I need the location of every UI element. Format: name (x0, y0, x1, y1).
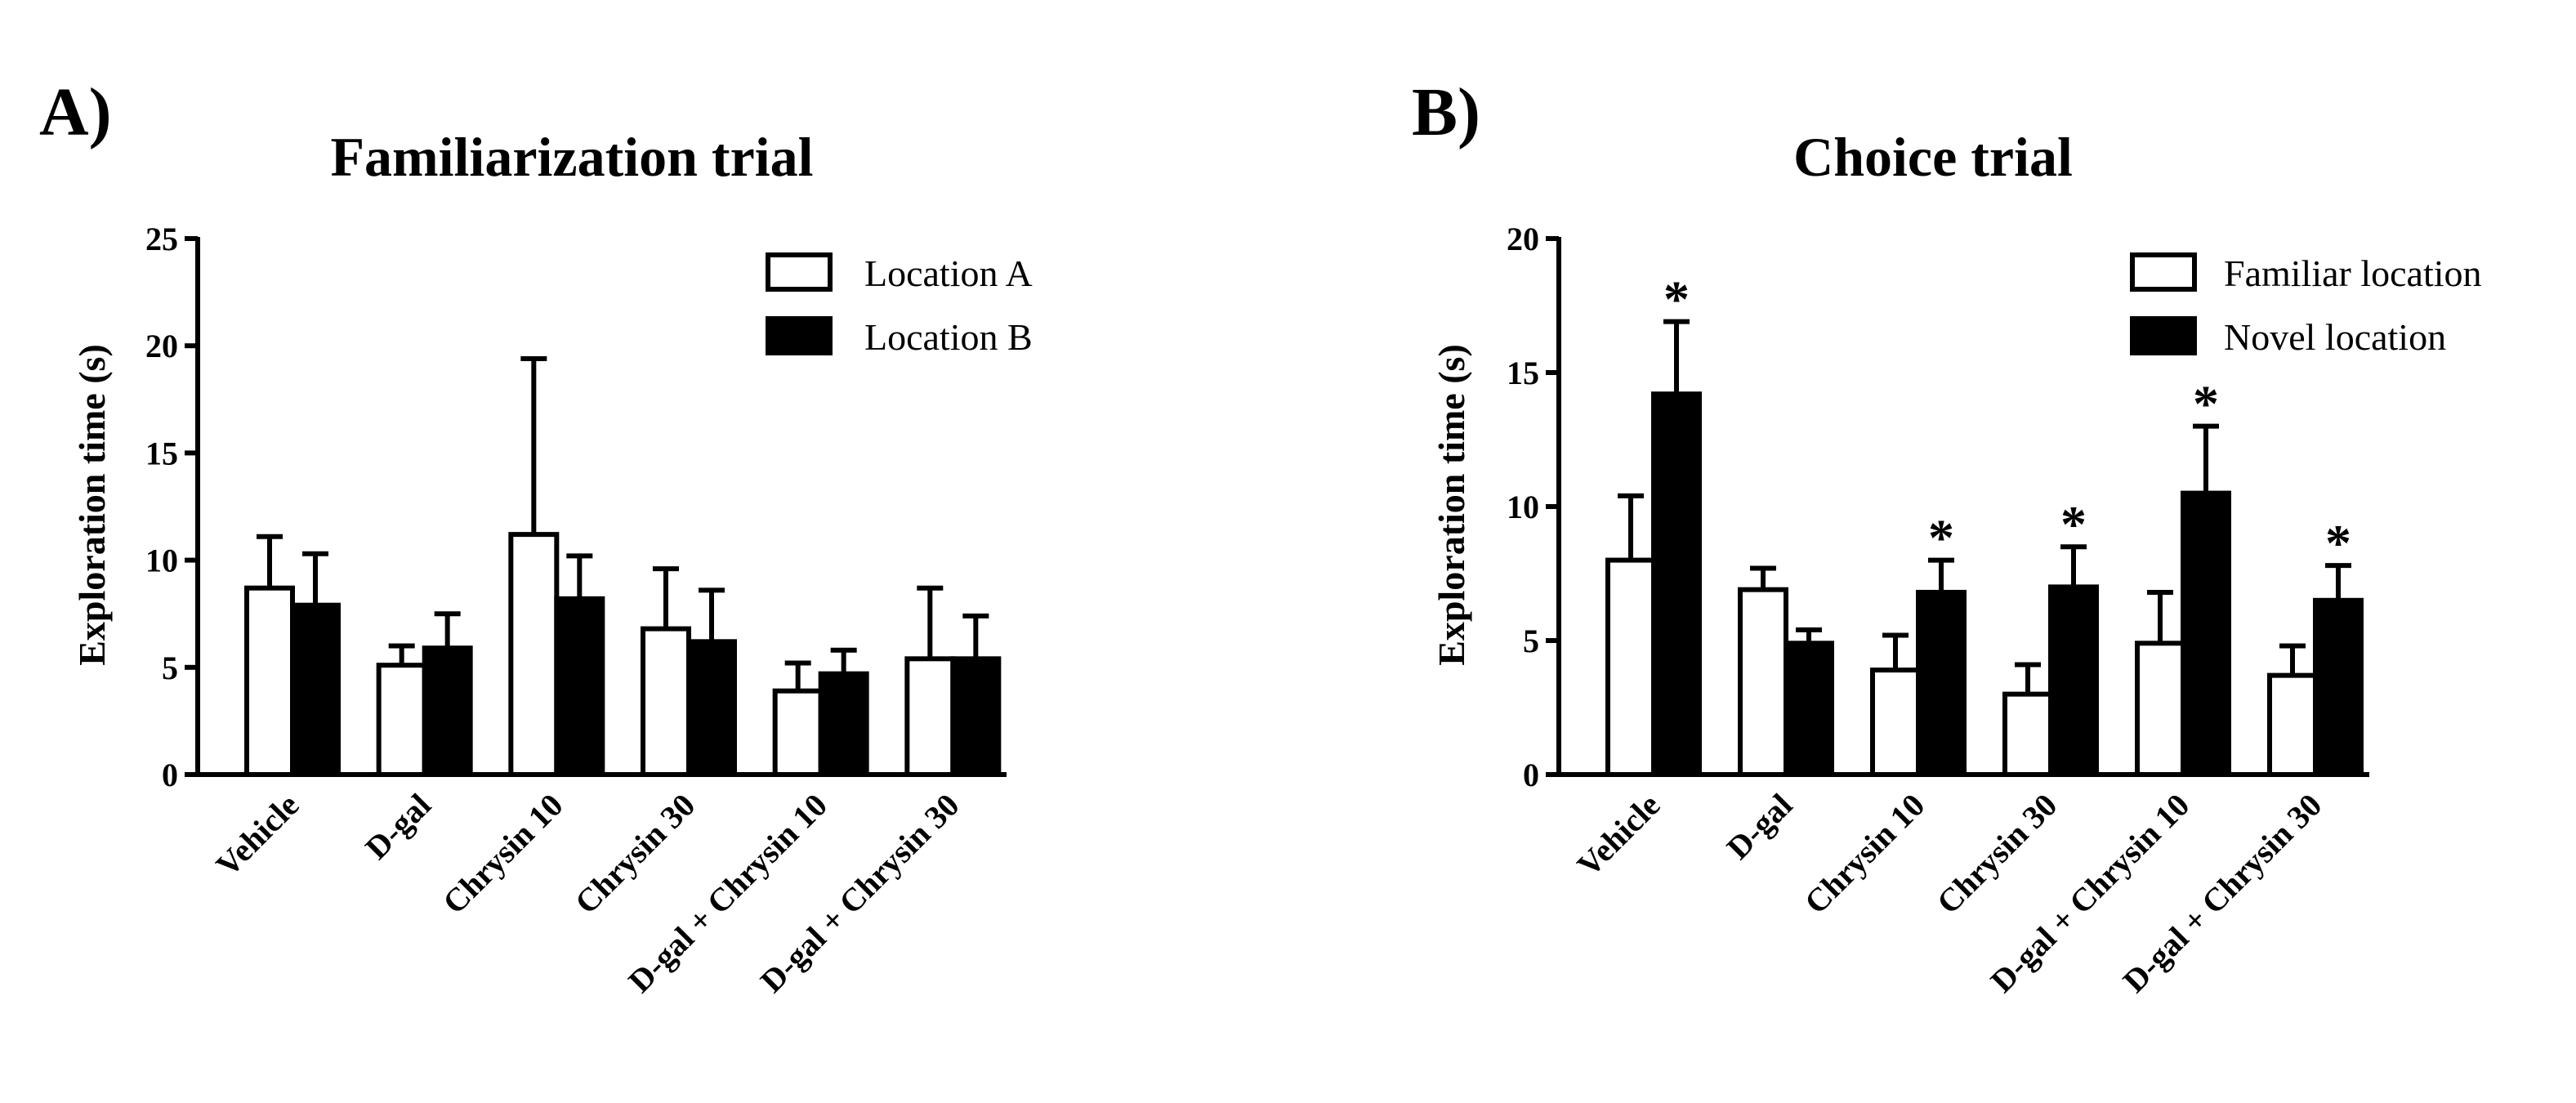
bar-location-b-vehicle (290, 602, 341, 777)
y-tick-label: 5 (162, 650, 178, 686)
y-tick-label: 5 (1523, 623, 1539, 659)
y-tick-label: 25 (145, 221, 178, 257)
bar-novel-location-chrysin-10 (1916, 589, 1967, 778)
x-tick-label-chrysin-10: Chrysin 10 (1797, 787, 1932, 922)
bar-location-b-chrysin-10 (554, 596, 605, 777)
legend-label-location-a: Location A (864, 252, 1033, 294)
y-tick-label: 0 (1523, 757, 1539, 793)
bar-location-b-chrysin-30 (686, 639, 737, 778)
significance-marker: * (2060, 495, 2087, 553)
panel-a-title: Familiarization trial (330, 126, 813, 188)
x-tick-label-vehicle: Vehicle (1570, 787, 1667, 884)
legend-swatch-familiar-location (2130, 252, 2197, 292)
panel-b: B) Choice trial Exploration time (s) 0 5 1… (1412, 74, 2482, 999)
legend-label-location-b: Location B (864, 316, 1033, 358)
bar-novel-location-chrysin-30 (2048, 584, 2099, 778)
bar-location-a-chrysin-10 (508, 532, 560, 777)
y-tick-label: 0 (162, 757, 178, 793)
legend-swatch-novel-location (2130, 316, 2197, 355)
significance-marker: * (2193, 375, 2219, 433)
x-tick-label-d-gal: D-gal (358, 787, 438, 867)
bar-location-b-d-gal-chrysin-30 (950, 656, 1002, 778)
bar-novel-location-d-gal-chrysin-30 (2313, 597, 2364, 777)
y-tick-label: 20 (1507, 221, 1539, 257)
panel-b-title: Choice trial (1793, 126, 2073, 188)
x-tick-label-chrysin-30: Chrysin 30 (1930, 787, 2065, 922)
significance-marker: * (1928, 509, 1954, 567)
x-tick-label-chrysin-30: Chrysin 30 (568, 787, 703, 922)
bar-familiar-location-d-gal-chrysin-10 (2135, 641, 2185, 778)
legend-label-familiar-location: Familiar location (2224, 252, 2482, 294)
bar-familiar-location-vehicle (1605, 557, 1656, 777)
bar-location-a-d-gal-chrysin-10 (772, 688, 824, 777)
bar-location-b-d-gal (422, 645, 473, 778)
panel-a-letter: A) (39, 74, 112, 150)
panel-b-y-axis-label: Exploration time (s) (1431, 344, 1472, 666)
bar-location-a-vehicle (244, 585, 295, 777)
bar-familiar-location-chrysin-10 (1870, 668, 1921, 778)
bar-familiar-location-d-gal (1738, 587, 1788, 777)
legend-swatch-location-a (766, 252, 833, 292)
panel-a: A) Familiarization trial Exploration tim… (39, 74, 1033, 999)
bar-location-a-d-gal-chrysin-30 (904, 656, 956, 778)
bar-novel-location-d-gal-chrysin-10 (2181, 490, 2231, 777)
panel-a-y-axis-label: Exploration time (s) (71, 344, 113, 666)
bar-location-a-chrysin-30 (641, 626, 691, 777)
bar-novel-location-vehicle (1651, 391, 1702, 777)
panel-a-legend: Location A Location B (766, 252, 1033, 358)
panel-b-legend: Familiar location Novel location (2130, 252, 2482, 358)
legend-label-novel-location: Novel location (2224, 316, 2446, 358)
y-tick-label: 10 (145, 543, 178, 579)
bar-novel-location-d-gal (1784, 641, 1834, 778)
bar-familiar-location-chrysin-30 (2002, 691, 2053, 777)
y-tick-label: 15 (1507, 355, 1539, 391)
x-tick-label-vehicle: Vehicle (209, 787, 306, 884)
y-tick-label: 15 (145, 435, 178, 471)
panel-b-letter: B) (1412, 74, 1480, 150)
bar-location-a-d-gal (376, 663, 427, 778)
bar-familiar-location-d-gal-chrysin-30 (2267, 672, 2318, 778)
significance-marker: * (1663, 270, 1690, 328)
significance-marker: * (2325, 514, 2351, 572)
bar-location-b-d-gal-chrysin-10 (818, 671, 869, 777)
x-tick-label-d-gal: D-gal (1720, 787, 1800, 867)
x-tick-label-chrysin-10: Chrysin 10 (435, 787, 570, 922)
y-tick-label: 10 (1507, 489, 1539, 525)
y-tick-label: 20 (145, 328, 178, 364)
legend-swatch-location-b (766, 316, 833, 355)
